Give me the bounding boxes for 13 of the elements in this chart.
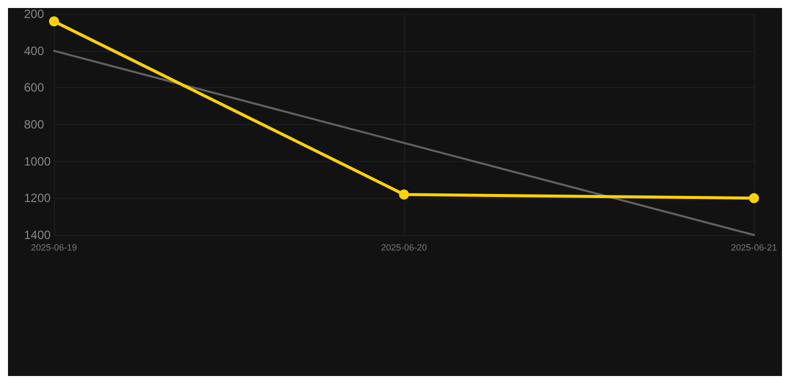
point — [49, 16, 59, 26]
y-tick-label: 400 — [24, 44, 44, 58]
y-tick-label: 600 — [24, 80, 44, 95]
y-tick-label: 1200 — [24, 191, 52, 206]
y-tick-label: 1400 — [24, 228, 52, 242]
point — [399, 189, 409, 200]
y-tick-label: 1000 — [24, 154, 52, 168]
point — [749, 193, 759, 204]
x-tick-label: 2025-06-19 — [30, 242, 78, 252]
x-tick-label: 2025-06-21 — [730, 242, 778, 252]
x-tick-label: 2025-06-20 — [380, 242, 428, 252]
y-tick-label: 200 — [24, 7, 44, 21]
y-tick-label: 800 — [24, 118, 44, 132]
